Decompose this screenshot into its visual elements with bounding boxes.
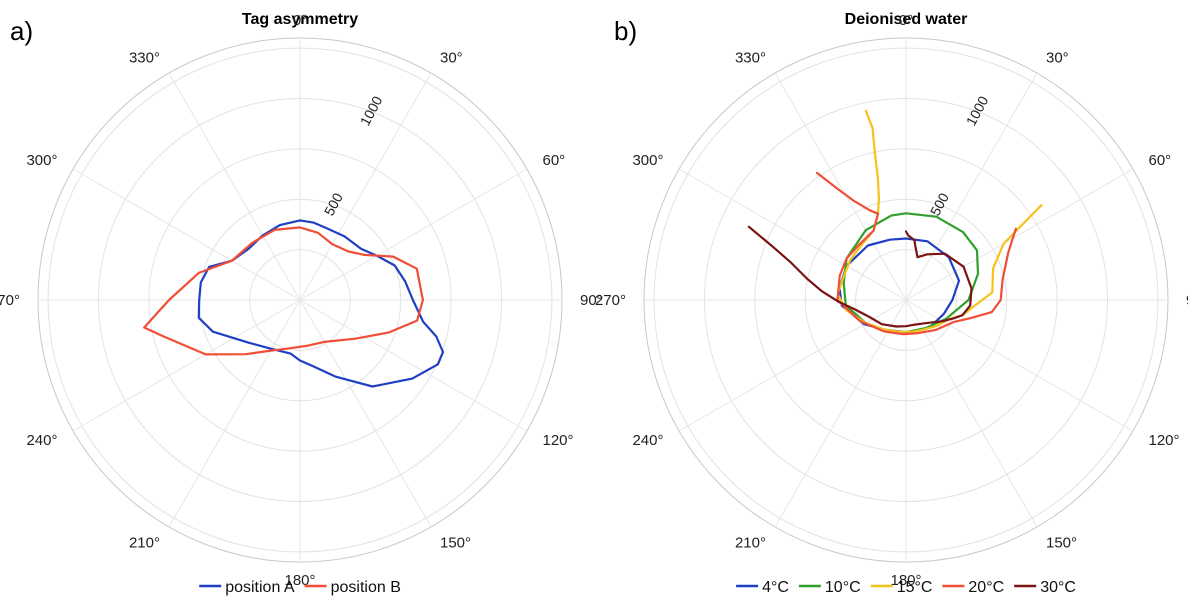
grid-spoke bbox=[168, 299, 301, 528]
grid-spoke bbox=[678, 168, 907, 301]
legend-item: 10°C bbox=[798, 579, 861, 596]
angle-tick-label: 240° bbox=[26, 432, 57, 449]
grid-spoke bbox=[678, 299, 907, 432]
legend-label: 30°C bbox=[1040, 579, 1076, 596]
angle-tick-label: 120° bbox=[542, 432, 573, 449]
radial-ticks: 500 1000 bbox=[927, 93, 992, 218]
angle-tick-label: 330° bbox=[129, 50, 160, 67]
panel-label: b) bbox=[614, 16, 637, 46]
legend-item: 15°C bbox=[870, 579, 933, 596]
radial-tick-label: 500 bbox=[927, 190, 952, 218]
angle-tick-label: 270° bbox=[595, 292, 626, 309]
grid-spoke bbox=[168, 72, 301, 301]
angle-tick-label: 270° bbox=[0, 292, 20, 309]
grid-spoke bbox=[774, 72, 907, 301]
legend: 4°C 10°C 15°C 20°C 30°C bbox=[736, 579, 1076, 596]
series-line-30-c bbox=[747, 225, 973, 328]
grid-spoke bbox=[299, 299, 432, 528]
angle-tick-label: 150° bbox=[440, 534, 471, 551]
angle-tick-label: 210° bbox=[129, 534, 160, 551]
legend-item: position A bbox=[199, 579, 295, 596]
angle-tick-label: 60° bbox=[1148, 152, 1171, 169]
legend-item: 30°C bbox=[1014, 579, 1076, 596]
angle-ticks: 0° 30° 60° 90° 120° 150° 180° 210° 240° 270° 300° 3… bbox=[595, 12, 1188, 589]
grid-spoke bbox=[905, 299, 1038, 528]
angle-tick-label: 330° bbox=[735, 50, 766, 67]
panel-b: b) Deionised water 0° 30° 60° 90° 120° 150° 18… bbox=[595, 11, 1188, 596]
angle-tick-label: 0° bbox=[293, 12, 307, 29]
angle-tick-label: 120° bbox=[1148, 432, 1179, 449]
grid-spoke bbox=[299, 72, 432, 301]
panel-a: a) Tag asymmetry 0°30°60°90°120°150°180°… bbox=[0, 11, 603, 596]
chart-title: Tag asymmetry bbox=[242, 11, 358, 28]
grid-spoke bbox=[72, 168, 301, 301]
angle-tick-label: 90° bbox=[1186, 292, 1188, 309]
series-group bbox=[143, 219, 445, 388]
legend-label: position B bbox=[331, 579, 401, 596]
legend: position A position B bbox=[199, 579, 401, 596]
grid-spoke bbox=[774, 299, 907, 528]
angle-tick-label: 180° bbox=[890, 572, 921, 589]
angle-ticks: 0°30°60°90°120°150°180°210°240°270°300°3… bbox=[0, 12, 603, 589]
angle-tick-label: 240° bbox=[632, 432, 663, 449]
grid-spoke bbox=[905, 168, 1134, 301]
grid-spoke bbox=[72, 299, 301, 432]
grid-spoke bbox=[299, 168, 528, 301]
angle-tick-label: 300° bbox=[26, 152, 57, 169]
legend-label: 20°C bbox=[968, 579, 1004, 596]
angle-tick-label: 210° bbox=[735, 534, 766, 551]
angle-tick-label: 150° bbox=[1046, 534, 1077, 551]
angle-tick-label: 30° bbox=[1046, 50, 1069, 67]
legend-label: 4°C bbox=[762, 579, 789, 596]
radial-ticks: 500 1000 bbox=[321, 93, 386, 218]
legend-label: 10°C bbox=[825, 579, 861, 596]
angle-tick-label: 30° bbox=[440, 50, 463, 67]
angle-tick-label: 300° bbox=[632, 152, 663, 169]
legend-item: position B bbox=[304, 579, 401, 596]
radial-tick-label: 1000 bbox=[357, 93, 386, 128]
radial-tick-label: 1000 bbox=[963, 93, 992, 128]
angle-tick-label: 60° bbox=[542, 152, 565, 169]
legend-item: 4°C bbox=[736, 579, 789, 596]
polar-grid bbox=[643, 37, 1169, 563]
series-line-position-b bbox=[143, 226, 424, 356]
legend-item: 20°C bbox=[942, 579, 1004, 596]
radial-tick-label: 500 bbox=[321, 190, 346, 218]
series-line-20-c bbox=[815, 171, 1017, 336]
legend-label: 15°C bbox=[897, 579, 933, 596]
grid-spoke bbox=[299, 299, 528, 432]
angle-tick-label: 0° bbox=[899, 12, 913, 29]
grid-spoke bbox=[905, 299, 1134, 432]
legend-label: position A bbox=[225, 579, 295, 596]
chart-title: Deionised water bbox=[845, 11, 968, 28]
panel-label: a) bbox=[10, 16, 33, 46]
grid-spoke bbox=[905, 72, 1038, 301]
polar-grid bbox=[37, 37, 563, 563]
series-group bbox=[747, 109, 1043, 336]
angle-tick-label: 90° bbox=[580, 292, 603, 309]
series-line-15-c bbox=[836, 109, 1043, 333]
